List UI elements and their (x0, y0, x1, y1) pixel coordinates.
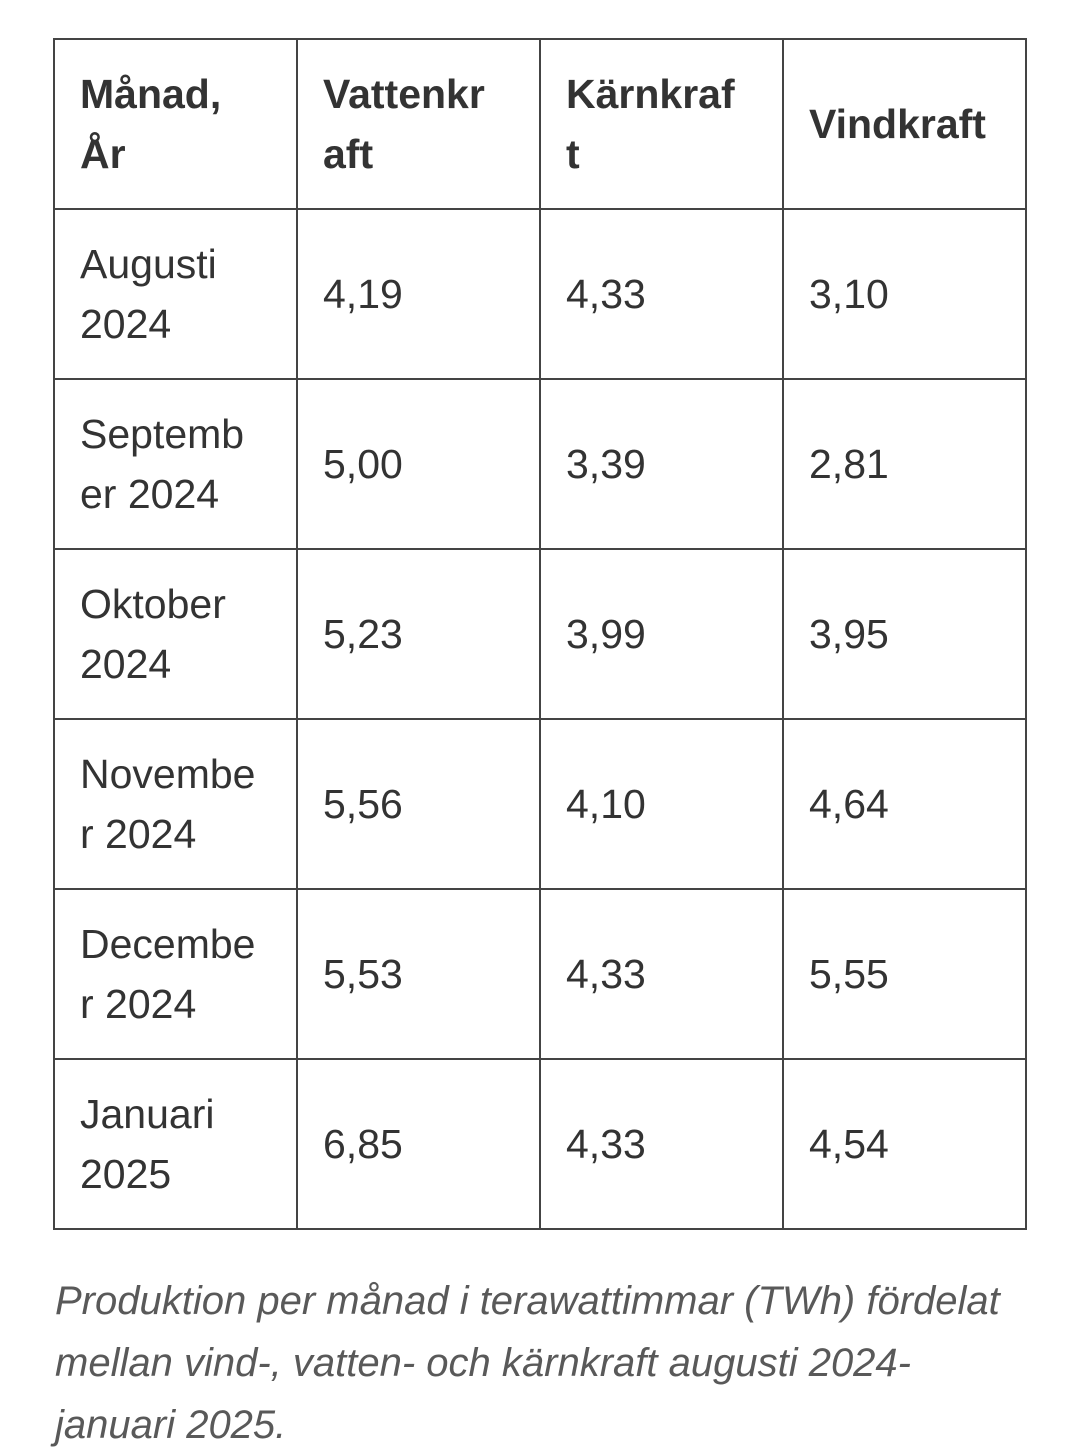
column-header-vindkraft: Vindkraft (782, 38, 1027, 210)
month-cell: September 2024 (53, 378, 298, 550)
table-body: Augusti 2024 4,19 4,33 3,10 September 20… (53, 208, 1027, 1230)
value-cell: 4,10 (539, 718, 784, 890)
value-cell: 4,33 (539, 1058, 784, 1230)
value-cell: 5,00 (296, 378, 541, 550)
value-cell: 4,33 (539, 888, 784, 1060)
header-row: Månad, År Vattenkraft Kärnkraft Vindkraf… (53, 38, 1027, 210)
month-cell: Januari 2025 (53, 1058, 298, 1230)
value-cell: 4,33 (539, 208, 784, 380)
value-cell: 5,55 (782, 888, 1027, 1060)
month-cell: Oktober 2024 (53, 548, 298, 720)
value-cell: 5,53 (296, 888, 541, 1060)
value-cell: 5,56 (296, 718, 541, 890)
table-row: Oktober 2024 5,23 3,99 3,95 (53, 548, 1027, 720)
value-cell: 2,81 (782, 378, 1027, 550)
month-cell: Augusti 2024 (53, 208, 298, 380)
value-cell: 3,10 (782, 208, 1027, 380)
value-cell: 6,85 (296, 1058, 541, 1230)
table-row: Januari 2025 6,85 4,33 4,54 (53, 1058, 1027, 1230)
table-row: November 2024 5,56 4,10 4,64 (53, 718, 1027, 890)
table-caption: Produktion per månad i terawattimmar (TW… (55, 1279, 1000, 1447)
table-row: December 2024 5,53 4,33 5,55 (53, 888, 1027, 1060)
value-cell: 5,23 (296, 548, 541, 720)
month-cell: November 2024 (53, 718, 298, 890)
table-row: September 2024 5,00 3,39 2,81 (53, 378, 1027, 550)
value-cell: 4,19 (296, 208, 541, 380)
production-table: Månad, År Vattenkraft Kärnkraft Vindkraf… (53, 38, 1027, 1230)
table-row: Augusti 2024 4,19 4,33 3,10 (53, 208, 1027, 380)
value-cell: 3,99 (539, 548, 784, 720)
month-cell: December 2024 (53, 888, 298, 1060)
column-header-vattenkraft: Vattenkraft (296, 38, 541, 210)
value-cell: 3,39 (539, 378, 784, 550)
column-header-karnkraft: Kärnkraft (539, 38, 784, 210)
column-header-month-year: Månad, År (53, 38, 298, 210)
value-cell: 3,95 (782, 548, 1027, 720)
value-cell: 4,64 (782, 718, 1027, 890)
table-header: Månad, År Vattenkraft Kärnkraft Vindkraf… (53, 38, 1027, 210)
value-cell: 4,54 (782, 1058, 1027, 1230)
